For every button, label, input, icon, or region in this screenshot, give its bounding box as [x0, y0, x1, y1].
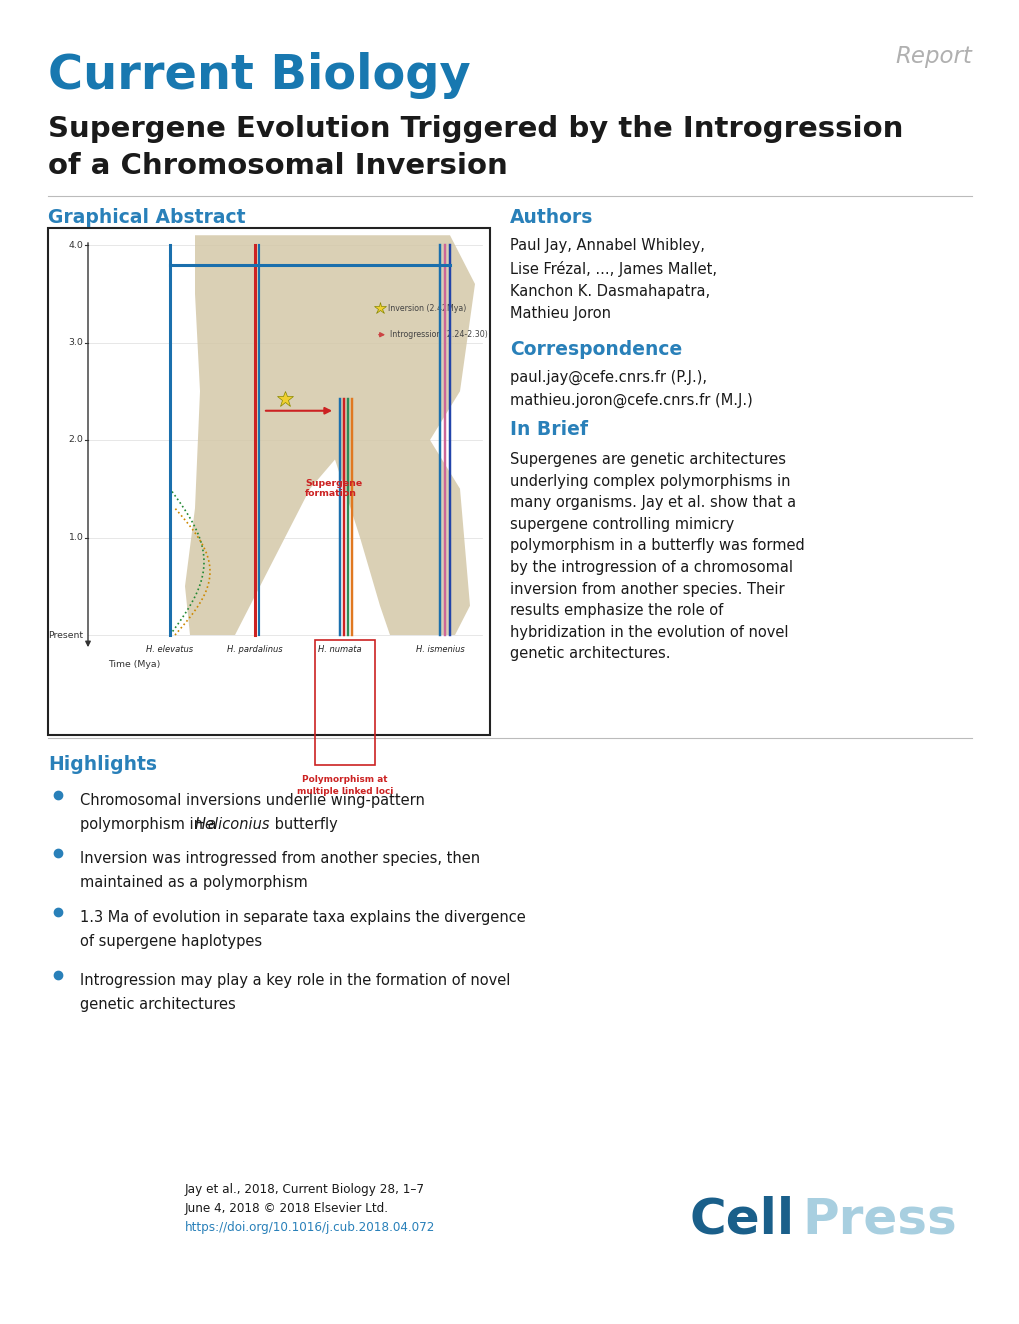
Text: 1.0: 1.0 — [68, 534, 83, 542]
Text: Supergenes are genetic architectures
underlying complex polymorphisms in
many or: Supergenes are genetic architectures und… — [510, 451, 804, 662]
Text: https://doi.org/10.1016/j.cub.2018.04.072: https://doi.org/10.1016/j.cub.2018.04.07… — [184, 1221, 435, 1234]
Text: Correspondence: Correspondence — [510, 340, 682, 359]
Text: Press: Press — [801, 1196, 956, 1243]
PathPatch shape — [184, 236, 475, 636]
Text: 1.3 Ma of evolution in separate taxa explains the divergence: 1.3 Ma of evolution in separate taxa exp… — [79, 910, 525, 925]
Text: paul.jay@cefe.cnrs.fr (P.J.),
mathieu.joron@cefe.cnrs.fr (M.J.): paul.jay@cefe.cnrs.fr (P.J.), mathieu.jo… — [510, 369, 752, 408]
Text: maintained as a polymorphism: maintained as a polymorphism — [79, 875, 308, 890]
Text: of supergene haplotypes: of supergene haplotypes — [79, 933, 262, 949]
Text: butterfly: butterfly — [270, 817, 337, 831]
Text: Inversion was introgressed from another species, then: Inversion was introgressed from another … — [79, 851, 480, 866]
Text: H. elevatus: H. elevatus — [147, 645, 194, 654]
Text: Supergene Evolution Triggered by the Introgression: Supergene Evolution Triggered by the Int… — [48, 115, 903, 143]
Text: Cell: Cell — [689, 1196, 795, 1243]
Text: Introgression may play a key role in the formation of novel: Introgression may play a key role in the… — [79, 973, 510, 988]
Text: genetic architectures: genetic architectures — [79, 997, 235, 1012]
Text: Introgression (2.24-2.30): Introgression (2.24-2.30) — [389, 330, 487, 339]
FancyBboxPatch shape — [48, 228, 489, 735]
Text: Paul Jay, Annabel Whibley,
Lise Frézal, ..., James Mallet,
Kanchon K. Dasmahapat: Paul Jay, Annabel Whibley, Lise Frézal, … — [510, 238, 716, 322]
Text: 4.0: 4.0 — [68, 241, 83, 249]
Text: June 4, 2018 © 2018 Elsevier Ltd.: June 4, 2018 © 2018 Elsevier Ltd. — [184, 1202, 388, 1215]
Text: Polymorphism at
multiple linked loci: Polymorphism at multiple linked loci — [297, 775, 392, 796]
Text: H. numata: H. numata — [318, 645, 362, 654]
Text: Authors: Authors — [510, 208, 593, 226]
Text: H. pardalinus: H. pardalinus — [227, 645, 282, 654]
Text: Inversion (2.42Mya): Inversion (2.42Mya) — [387, 305, 466, 312]
Text: Report: Report — [895, 45, 971, 68]
Text: In Brief: In Brief — [510, 420, 587, 440]
Text: 2.0: 2.0 — [68, 436, 83, 445]
Text: Present: Present — [48, 630, 83, 639]
Text: Jay et al., 2018, Current Biology 28, 1–7: Jay et al., 2018, Current Biology 28, 1–… — [184, 1184, 425, 1196]
Text: Chromosomal inversions underlie wing-pattern: Chromosomal inversions underlie wing-pat… — [79, 793, 425, 808]
Text: Graphical Abstract: Graphical Abstract — [48, 208, 246, 226]
Text: Current Biology: Current Biology — [48, 52, 471, 99]
Text: Supergene
formation: Supergene formation — [305, 479, 362, 498]
Text: Highlights: Highlights — [48, 755, 157, 775]
Text: polymorphism in a: polymorphism in a — [79, 817, 221, 831]
Text: of a Chromosomal Inversion: of a Chromosomal Inversion — [48, 152, 507, 180]
Text: H. ismenius: H. ismenius — [415, 645, 464, 654]
Text: 3.0: 3.0 — [68, 338, 83, 347]
Text: Heliconius: Heliconius — [195, 817, 270, 831]
Text: Time (Mya): Time (Mya) — [108, 659, 160, 669]
